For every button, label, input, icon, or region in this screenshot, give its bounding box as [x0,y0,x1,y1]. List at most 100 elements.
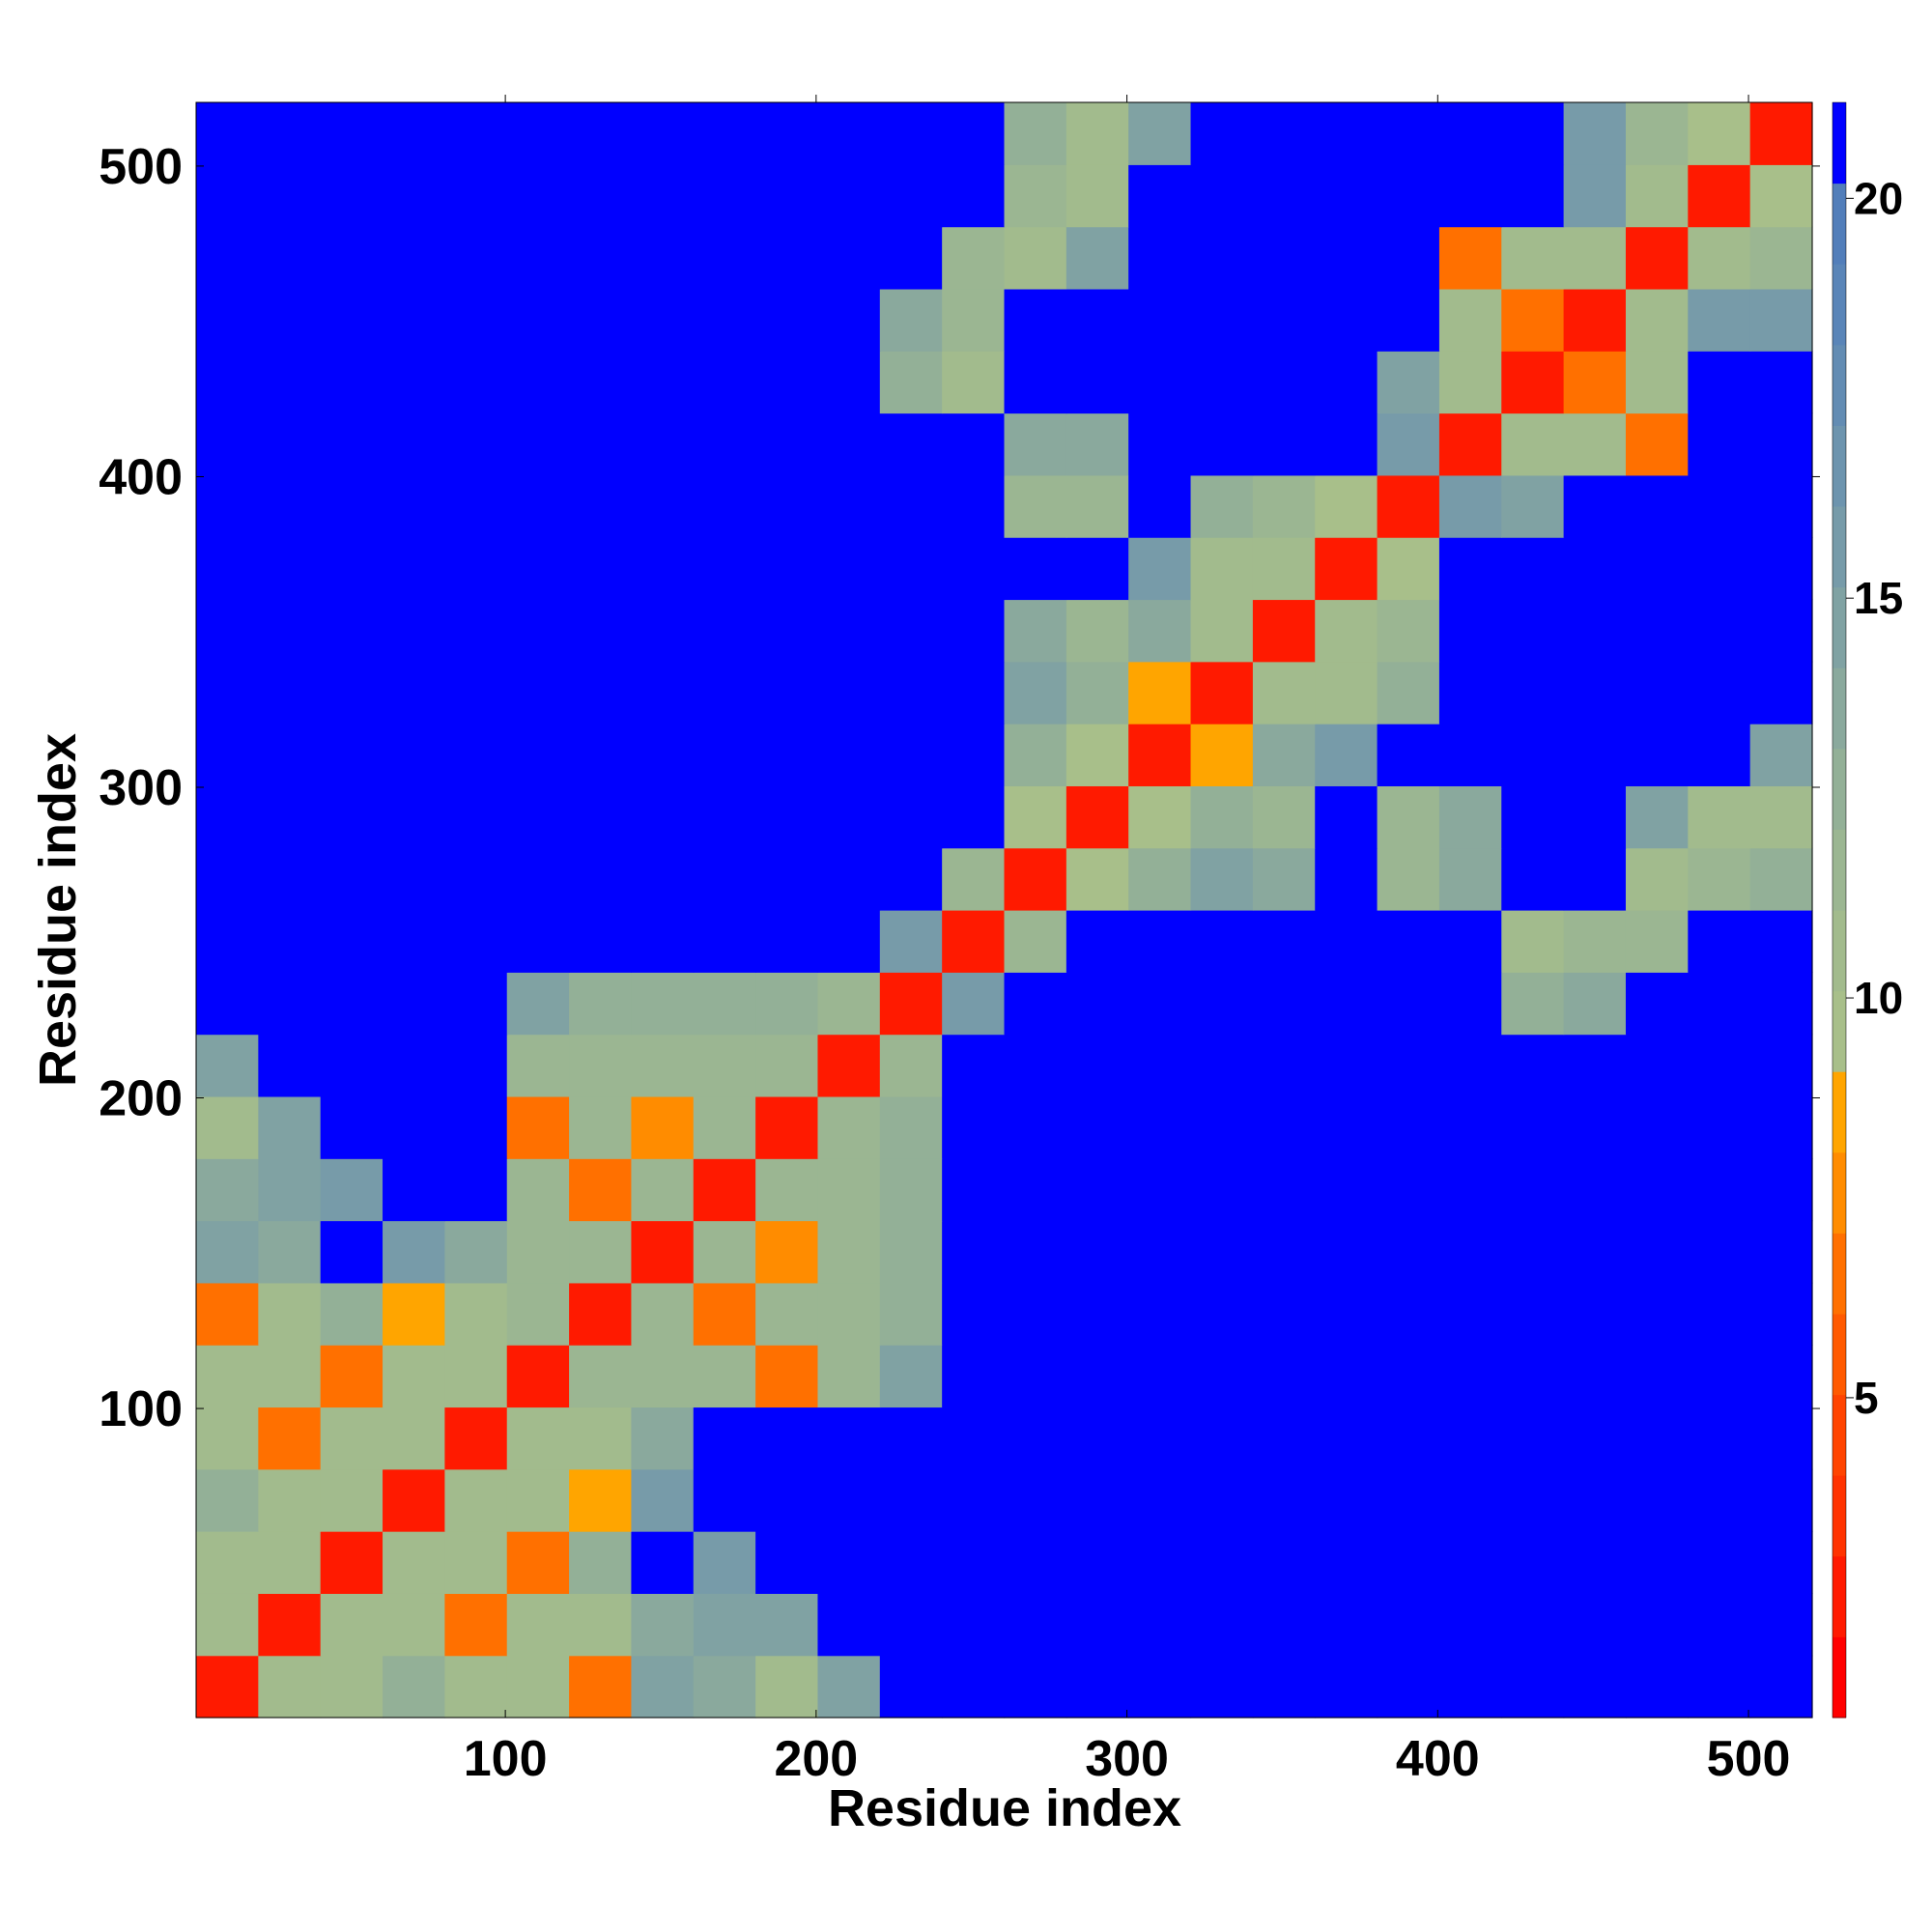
heatmap-cell [1501,785,1565,849]
heatmap-cell [1252,1345,1316,1408]
heatmap-cell [1563,288,1627,352]
colorbar-level [1833,264,1846,346]
heatmap-cell [258,847,322,911]
heatmap-cell [569,1220,633,1284]
heatmap-cell [196,785,259,849]
heatmap-cell [1190,661,1254,724]
heatmap-cell [506,1468,570,1532]
heatmap-cell [817,1345,881,1408]
heatmap-cell [1749,724,1813,786]
heatmap-cell [258,474,322,538]
colorbar-level [1833,102,1846,185]
heatmap-cell [444,351,508,414]
heatmap-cell [1563,785,1627,849]
heatmap-cell [383,1158,445,1222]
heatmap-cell [755,785,819,849]
heatmap-cell [1190,1655,1254,1719]
heatmap-cell [1004,1282,1067,1346]
heatmap-cell [444,102,508,165]
heatmap-cell [879,785,943,849]
heatmap-cell [1190,599,1254,663]
heatmap-cell [1563,412,1627,476]
heatmap-cell [1625,1158,1689,1222]
heatmap-cell [1749,1158,1813,1222]
heatmap-cell [1438,1531,1502,1594]
heatmap-cell [1004,1406,1067,1470]
colorbar-level [1833,506,1846,588]
heatmap-cell [1749,1282,1813,1346]
heatmap-cell [755,1282,819,1346]
heatmap-cell [755,1095,819,1159]
heatmap-cell [196,164,259,228]
heatmap-cell [569,288,633,352]
heatmap-cell [1004,1158,1067,1222]
heatmap-cell [1749,288,1813,352]
heatmap-cell [320,537,384,601]
heatmap-cell [444,1158,508,1222]
heatmap-cell [1377,102,1440,165]
heatmap-cell [1190,102,1254,165]
heatmap-cell [817,1531,881,1594]
heatmap-cell [1563,1282,1627,1346]
heatmap-cell [1252,1158,1316,1222]
heatmap-cell [383,412,445,476]
heatmap-cell [631,226,695,290]
heatmap-cell [1563,847,1627,911]
heatmap-cell [320,1655,384,1719]
heatmap-cell [1004,1220,1067,1284]
heatmap-cell [1625,1345,1689,1408]
heatmap-cell [1128,1220,1192,1284]
heatmap-cell [1315,537,1378,601]
heatmap-cell [1501,1282,1565,1346]
heatmap-cell [320,102,384,165]
heatmap-cell [258,1531,322,1594]
heatmap-cell [444,724,508,786]
heatmap-cell [1128,972,1192,1036]
heatmap-cell [1065,164,1129,228]
heatmap-cell [1501,1034,1565,1097]
heatmap-cell [1315,1034,1378,1097]
heatmap-cell [755,351,819,414]
heatmap-cell [444,785,508,849]
heatmap-cell [444,412,508,476]
heatmap-cell [1190,351,1254,414]
heatmap-cell [755,972,819,1036]
heatmap-cell [1252,537,1316,601]
heatmap-cell [196,1095,259,1159]
colorbar-frame [1832,101,1847,1719]
heatmap-cell [506,599,570,663]
heatmap-cell [693,474,756,538]
heatmap-cell [569,1158,633,1222]
heatmap-cell [1438,661,1502,724]
heatmap-cell [942,474,1006,538]
heatmap-cell [693,1593,756,1657]
heatmap-cell [942,661,1006,724]
heatmap-cell [942,1095,1006,1159]
heatmap-cell [1315,1282,1378,1346]
heatmap-cell [942,724,1006,786]
heatmap-cell [1190,1531,1254,1594]
heatmap-cell [817,724,881,786]
heatmap-cell [693,847,756,911]
heatmap-cell [1749,1034,1813,1097]
heatmap-cell [755,910,819,973]
heatmap-cell [1190,1158,1254,1222]
heatmap-cell [1377,164,1440,228]
heatmap-cell [1438,785,1502,849]
heatmap-cell [1563,1345,1627,1408]
heatmap-cell [506,1282,570,1346]
x-axis-label: Residue index [828,1779,1181,1837]
heatmap-cell [383,847,445,911]
heatmap-cell [1004,164,1067,228]
heatmap-cell [569,1655,633,1719]
heatmap-cell [693,1034,756,1097]
heatmap-cell [631,847,695,911]
heatmap-cell [1190,226,1254,290]
heatmap-cell [1501,1158,1565,1222]
heatmap-cell [444,288,508,352]
heatmap-cell [942,351,1006,414]
heatmap-cell [1688,351,1751,414]
heatmap-cell [693,288,756,352]
heatmap-cell [1688,1095,1751,1159]
heatmap-cell [1004,847,1067,911]
